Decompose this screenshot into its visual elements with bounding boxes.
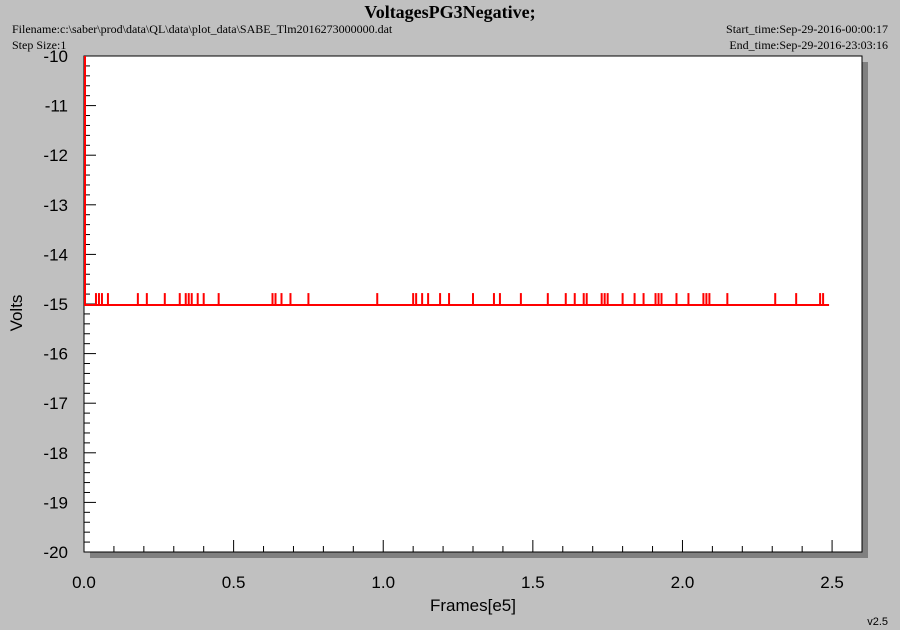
step-size-label: Step Size:1 [12,38,67,52]
chart-title: VoltagesPG3Negative; [364,2,536,22]
y-tick-label: -15 [43,295,68,314]
y-axis-label: Volts [7,295,26,332]
y-tick-label: -16 [43,345,68,364]
y-tick-label: -20 [43,543,68,562]
y-axis: -10 -11 -12 -13 -14 -15 -16 -17 -18 -19 -20 [43,47,96,562]
x-tick-label: 2.0 [671,573,695,592]
y-tick-label: -11 [45,97,68,116]
y-tick-label: -18 [43,444,68,463]
filename-label: Filename:c:\saber\prod\data\QL\data\plot… [12,22,393,36]
x-tick-label: 0.0 [72,573,96,592]
start-time-label: Start_time:Sep-29-2016-00:00:17 [726,22,888,36]
x-tick-label: 1.5 [521,573,545,592]
x-tick-label: 2.5 [820,573,844,592]
y-tick-label: -13 [43,196,68,215]
series-layer [84,56,830,306]
y-tick-label: -17 [43,394,68,413]
y-tick-label: -14 [43,245,68,264]
y-tick-label: -10 [43,47,68,66]
y-tick-label: -19 [43,493,68,512]
y-tick-label: -12 [43,146,68,165]
x-axis: 0.0 0.5 1.0 1.5 2.0 2.5 [72,540,844,592]
x-tick-label: 1.0 [371,573,395,592]
end-time-label: End_time:Sep-29-2016-23:03:16 [729,38,888,52]
x-axis-label: Frames[e5] [430,596,516,615]
x-tick-label: 0.5 [222,573,246,592]
version-label: v2.5 [867,616,888,628]
